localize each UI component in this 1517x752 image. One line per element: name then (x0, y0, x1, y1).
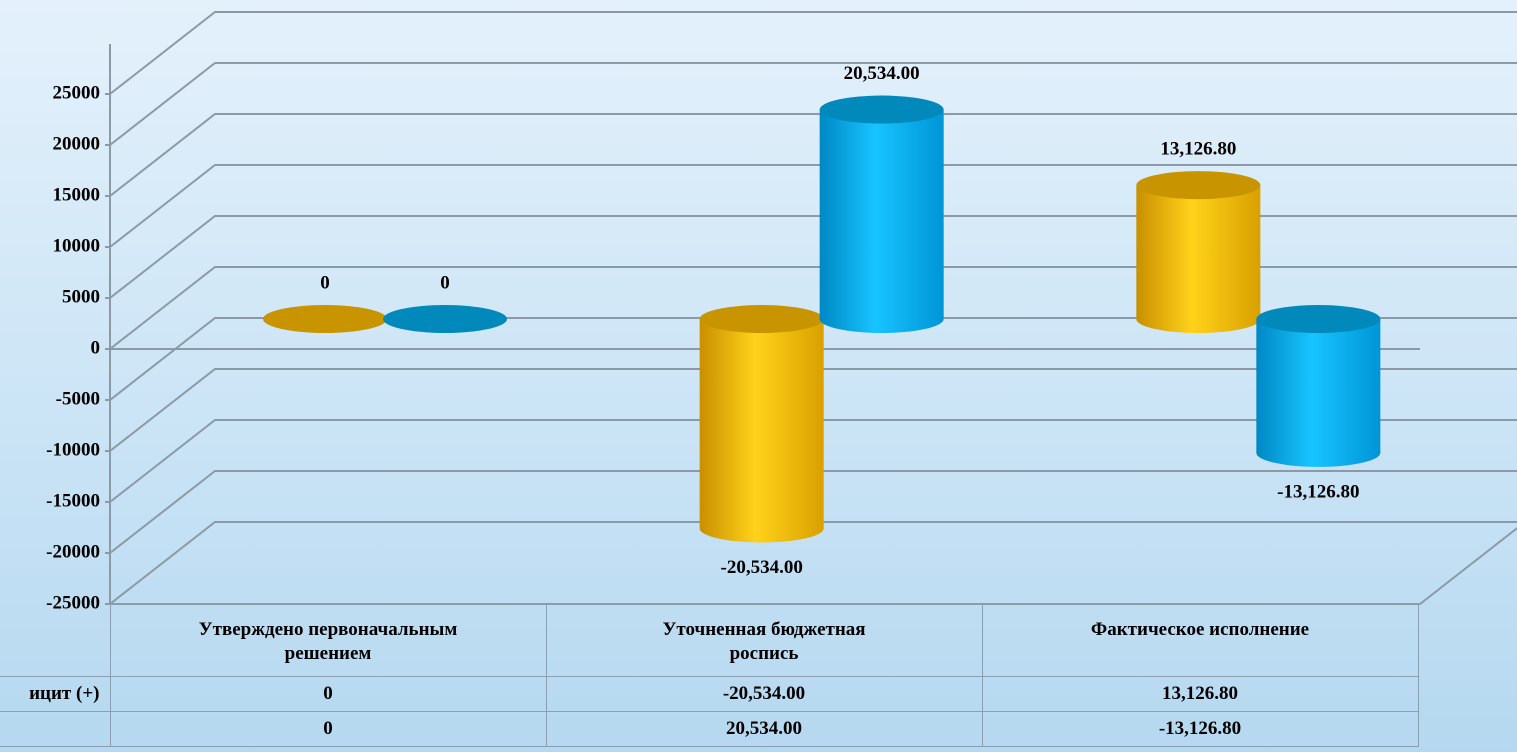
grid-line (109, 368, 1517, 452)
data-label: 0 (320, 272, 330, 293)
table-cell: 13,126.80 (981, 676, 1419, 712)
cylinder-top (699, 305, 824, 333)
grid-line (109, 470, 1517, 554)
y-tick-label: -10000 (46, 439, 100, 460)
cylinder-bottom (1256, 438, 1381, 467)
grid-line (109, 164, 1517, 248)
grid-line (109, 215, 1517, 299)
cylinder-top (263, 305, 387, 333)
y-tick-label: 20000 (53, 133, 101, 154)
y-tick-label: 0 (91, 337, 101, 358)
grid-line (109, 317, 1517, 401)
table-cell: 0 (109, 711, 547, 747)
cylinder-bottom (699, 514, 824, 543)
y-tick-label: 10000 (53, 235, 101, 256)
y-tick-label: 15000 (53, 184, 101, 205)
cylinder-top (1256, 305, 1381, 333)
table-cell: 0 (109, 676, 547, 712)
grid-line (109, 11, 1517, 95)
data-label: 0 (440, 272, 450, 293)
bar (383, 305, 507, 333)
table-header: Утверждено первоначальным решением (109, 603, 547, 677)
table-cell: -13,126.80 (981, 711, 1419, 747)
bar (819, 95, 944, 333)
y-tick-label: -15000 (46, 490, 100, 511)
bar (1136, 171, 1261, 333)
grid-line (109, 419, 1517, 503)
grid-line (109, 266, 1517, 350)
cylinder-body (1256, 319, 1381, 453)
bar (699, 305, 824, 543)
cylinder-top (383, 305, 507, 333)
table-cell: 20,534.00 (545, 711, 983, 747)
cylinder-top (819, 95, 944, 124)
grid-line (109, 62, 1517, 146)
data-label: 13,126.80 (1160, 138, 1236, 159)
data-label: -13,126.80 (1277, 481, 1359, 502)
cylinder-top (1136, 171, 1261, 200)
cylinder-bottom (819, 305, 944, 333)
y-tick-label: -20000 (46, 541, 100, 562)
category-label: Утверждено первоначальным решением (198, 619, 458, 664)
grid-line (109, 113, 1517, 197)
y-tick-label: 25000 (53, 82, 101, 103)
row-label (0, 711, 111, 747)
bar (1256, 305, 1381, 467)
cylinder-body (819, 109, 944, 320)
table-header: Фактическое исполнение (981, 603, 1419, 677)
bar (263, 305, 387, 333)
cylinder-body (699, 319, 824, 529)
table-corner (0, 603, 111, 677)
data-label: -20,534.00 (721, 557, 803, 578)
category-label: Фактическое исполнение (1090, 619, 1310, 640)
cylinder-body (1136, 185, 1261, 319)
data-label: 20,534.00 (844, 63, 920, 84)
category-label: Уточненная бюджетная роспись (662, 619, 866, 664)
y-tick-label: 5000 (62, 286, 100, 307)
y-tick-label: -5000 (56, 388, 100, 409)
table-header: Уточненная бюджетная роспись (545, 603, 983, 677)
grid-line (109, 521, 1517, 605)
cylinder-bottom (1136, 305, 1261, 333)
row-label: ицит (+) (0, 676, 111, 712)
table-cell: -20,534.00 (545, 676, 983, 712)
data-table: Утверждено первоначальным решением Уточн… (0, 603, 1419, 747)
